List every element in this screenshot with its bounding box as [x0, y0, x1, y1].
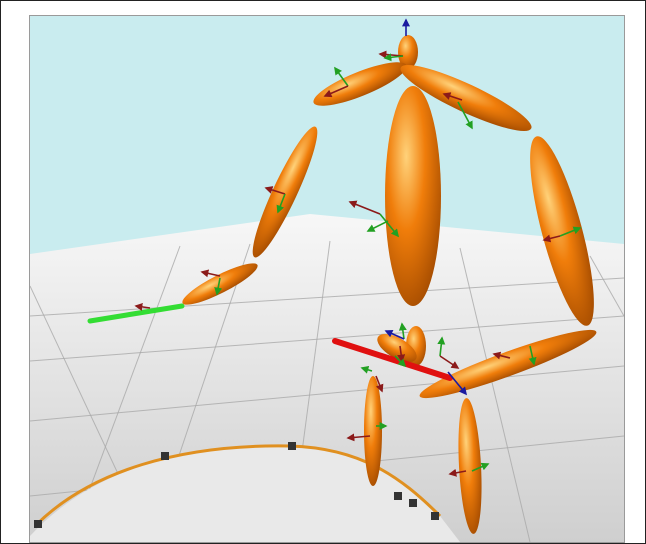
torso-bone: [385, 86, 441, 306]
disc-handle: [161, 452, 169, 460]
joint-axis-y-icon: [379, 213, 400, 238]
left-hip-bone: [377, 334, 417, 362]
joint-axis-y-icon: [528, 345, 537, 366]
joint-axis-x-icon: [442, 92, 463, 101]
skeleton[interactable]: [178, 35, 606, 534]
right-hip-bone: [419, 329, 597, 399]
disc-handle: [34, 520, 42, 528]
joint-axis-z-icon: [384, 329, 405, 340]
right-upper-arm-bone: [530, 136, 594, 326]
joint-axis-y-icon: [437, 336, 446, 357]
left-shoulder-bone: [313, 62, 407, 106]
joint-axis-x-icon: [439, 355, 460, 369]
joint-axis-x-icon: [134, 302, 151, 311]
joint-axis-x-icon: [348, 200, 381, 215]
disc-handle: [431, 512, 439, 520]
grid-line: [30, 365, 624, 422]
joint-axis-x-icon: [264, 186, 286, 195]
disc-handle: [409, 499, 417, 507]
selected-bone-y-axis[interactable]: [87, 303, 185, 324]
joint-axis-x-icon: [542, 234, 561, 243]
joint-axis-y-icon: [457, 101, 473, 130]
joint-axis-y-icon: [394, 355, 407, 368]
joint-axis-y-icon: [383, 53, 404, 62]
selected-bone-x-axis[interactable]: [332, 338, 453, 381]
left-forearm-bone: [182, 263, 258, 305]
joint-axis-y-icon: [334, 66, 349, 87]
joint-axis-y-icon: [360, 366, 373, 374]
disc-handle: [394, 492, 402, 500]
joint-axis-x-icon: [346, 433, 371, 442]
joint-axis-y-icon: [214, 277, 223, 296]
right-shoulder-bone: [400, 65, 532, 131]
grid-line: [30, 315, 624, 362]
right-thigh-bone: [458, 398, 482, 534]
joint-axis-z-icon: [447, 371, 468, 396]
rotation-disc-gizmo[interactable]: [30, 442, 460, 542]
head-bone: [398, 35, 418, 69]
rotation-disc[interactable]: [30, 445, 460, 542]
left-upper-arm-bone: [252, 126, 318, 258]
joint-axis-x-icon: [492, 351, 511, 360]
joint-axis-y-icon: [398, 322, 407, 340]
scene-canvas[interactable]: [30, 16, 624, 542]
joint-axis-y-icon: [366, 220, 389, 232]
joint-axis-x-icon: [397, 345, 406, 363]
joint-axes: [134, 18, 582, 477]
joint-axis-y-icon: [559, 226, 582, 237]
joint-axis-x-icon: [200, 269, 221, 278]
rotation-disc-rim[interactable]: [33, 444, 442, 528]
3d-viewport[interactable]: [29, 15, 625, 543]
disc-handle: [288, 442, 296, 450]
grid-line: [30, 277, 624, 317]
joint-axis-x-icon: [375, 375, 384, 393]
joint-axis-y-icon: [471, 462, 490, 472]
joint-axis-y-icon: [276, 193, 286, 214]
grid-line: [589, 255, 624, 317]
left-thigh-bone: [364, 376, 382, 486]
disc-handles[interactable]: [34, 442, 439, 528]
joint-axis-x-icon: [448, 468, 467, 477]
grid-line: [459, 247, 531, 542]
joint-axis-x-icon: [323, 85, 349, 98]
